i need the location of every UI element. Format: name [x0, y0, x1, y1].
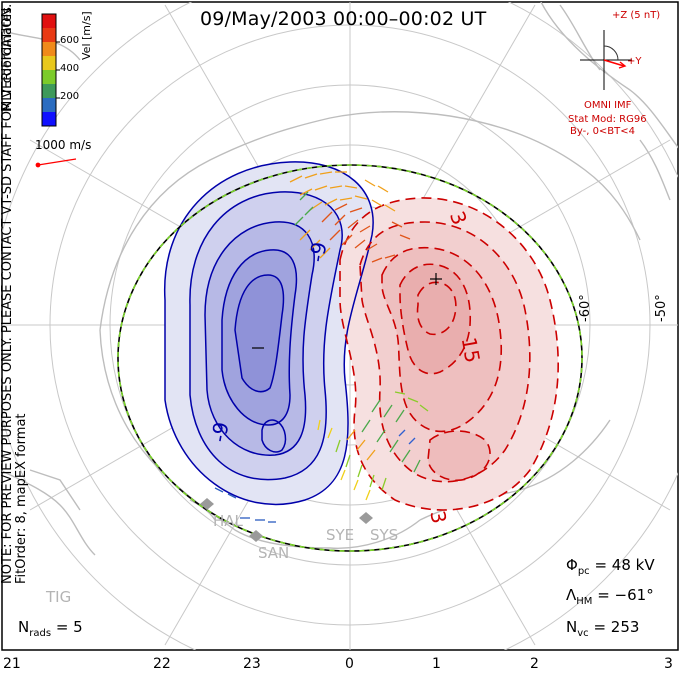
- reference-vector-arrow: [35, 158, 77, 168]
- negative-cell: [164, 161, 374, 505]
- positive-cell: [340, 197, 559, 511]
- contour-label-neg-upper: -9: [304, 240, 332, 264]
- nrads-sub: rads: [29, 628, 52, 639]
- mlt-tick-2: 2: [530, 656, 539, 672]
- lambda-value: = −61°: [597, 586, 654, 604]
- station-sys: SYS: [370, 526, 399, 544]
- side-note: NOTE: FOR PREVIEW PURPOSES ONLY. PLEASE …: [0, 3, 29, 584]
- hm-boundary: [117, 164, 583, 552]
- phi-symbol: Φ: [566, 556, 578, 574]
- stat-model: Stat Mod: RG96: [568, 114, 647, 125]
- nvc-value: = 253: [593, 618, 640, 636]
- lambda-symbol: Λ: [566, 586, 577, 604]
- station-tig: TIG: [46, 588, 72, 606]
- mlt-tick-1: 1: [432, 656, 441, 672]
- reference-vector-label: 1000 m/s: [35, 138, 92, 152]
- station-markers: [200, 498, 373, 542]
- phi-pc-stat: Φpc = 48 kV: [566, 556, 655, 577]
- negative-contours: [164, 161, 374, 506]
- mlt-tick-21: 21: [3, 656, 21, 672]
- coastline: [2, 2, 678, 556]
- phi-sub: pc: [577, 566, 590, 577]
- imf-clock: [580, 30, 632, 90]
- colorbar-tick-400: 400: [60, 63, 80, 74]
- station-san: SAN: [258, 544, 290, 562]
- colorbar-tick-200: 200: [60, 91, 80, 102]
- imf-z-label: +Z (5 nT): [612, 10, 661, 21]
- nrads-symbol: N: [18, 618, 30, 636]
- imf-source: OMNI IMF: [584, 100, 632, 111]
- latitude-label-50: -50°: [654, 294, 669, 322]
- nvc-sub: vc: [577, 628, 589, 639]
- lambda-sub: HM: [576, 596, 593, 607]
- nrads-value: = 5: [55, 618, 83, 636]
- mlt-tick-22: 22: [153, 656, 171, 672]
- mlt-tick-3: 3: [664, 656, 673, 672]
- station-hal: HAL: [213, 512, 243, 530]
- contour-label-pos-middle: 15: [456, 335, 485, 365]
- colorbar: [41, 13, 60, 127]
- latitude-label-60: -60°: [578, 294, 593, 322]
- potential-markers: [252, 273, 442, 349]
- nvc-stat: Nvc = 253: [566, 618, 639, 639]
- nvc-symbol: N: [566, 618, 578, 636]
- preview-note: NOTE: FOR PREVIEW PURPOSES ONLY. PLEASE …: [0, 3, 15, 584]
- phi-value: = 48 kV: [594, 556, 655, 574]
- map-title: 09/May/2003 00:00–00:02 UT: [200, 8, 487, 30]
- colorbar-title: Vel [m/s]: [80, 11, 93, 60]
- colorbar-tick-600: 600: [60, 35, 80, 46]
- velocity-vectors: [214, 171, 429, 523]
- nrads-stat: Nrads = 5: [18, 618, 83, 639]
- colorbar-caption: MLT coordinates: [0, 7, 15, 112]
- station-sye: SYE: [326, 526, 355, 544]
- contour-label-neg-lower: -9: [206, 420, 234, 444]
- mlt-tick-23: 23: [243, 656, 261, 672]
- imf-y-label: +Y: [627, 56, 642, 67]
- plot-border: [1, 1, 679, 651]
- lambda-hm-stat: ΛHM = −61°: [566, 586, 654, 607]
- imf-condition: By-, 0<BT<4: [570, 126, 636, 137]
- mlt-tick-0: 0: [345, 656, 354, 672]
- fit-order-note: FitOrder: 8, mapEX format: [14, 413, 29, 584]
